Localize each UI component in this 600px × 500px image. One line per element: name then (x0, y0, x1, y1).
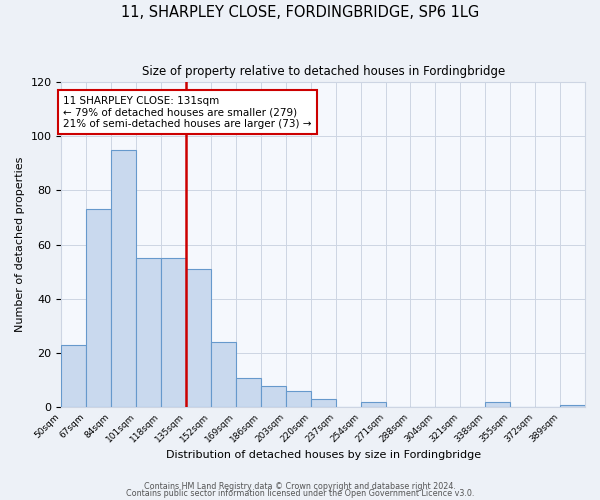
Text: Contains public sector information licensed under the Open Government Licence v3: Contains public sector information licen… (126, 490, 474, 498)
Bar (61, 345, 86, 408)
Title: Size of property relative to detached houses in Fordingbridge: Size of property relative to detached ho… (142, 65, 505, 78)
Bar (111, 150, 136, 407)
Bar (236, 378, 261, 408)
Y-axis label: Number of detached properties: Number of detached properties (15, 157, 25, 332)
Bar (211, 342, 236, 407)
Bar (286, 391, 311, 407)
Text: 11 SHARPLEY CLOSE: 131sqm
← 79% of detached houses are smaller (279)
21% of semi: 11 SHARPLEY CLOSE: 131sqm ← 79% of detac… (63, 96, 311, 128)
Bar (485, 402, 510, 407)
Text: Contains HM Land Registry data © Crown copyright and database right 2024.: Contains HM Land Registry data © Crown c… (144, 482, 456, 491)
Bar (311, 400, 335, 407)
Bar (136, 258, 161, 408)
Bar (186, 269, 211, 407)
Bar (161, 258, 186, 408)
X-axis label: Distribution of detached houses by size in Fordingbridge: Distribution of detached houses by size … (166, 450, 481, 460)
Bar (86, 210, 111, 408)
Bar (261, 386, 286, 407)
Text: 11, SHARPLEY CLOSE, FORDINGBRIDGE, SP6 1LG: 11, SHARPLEY CLOSE, FORDINGBRIDGE, SP6 1… (121, 5, 479, 20)
Bar (361, 402, 386, 407)
Bar (560, 405, 585, 407)
